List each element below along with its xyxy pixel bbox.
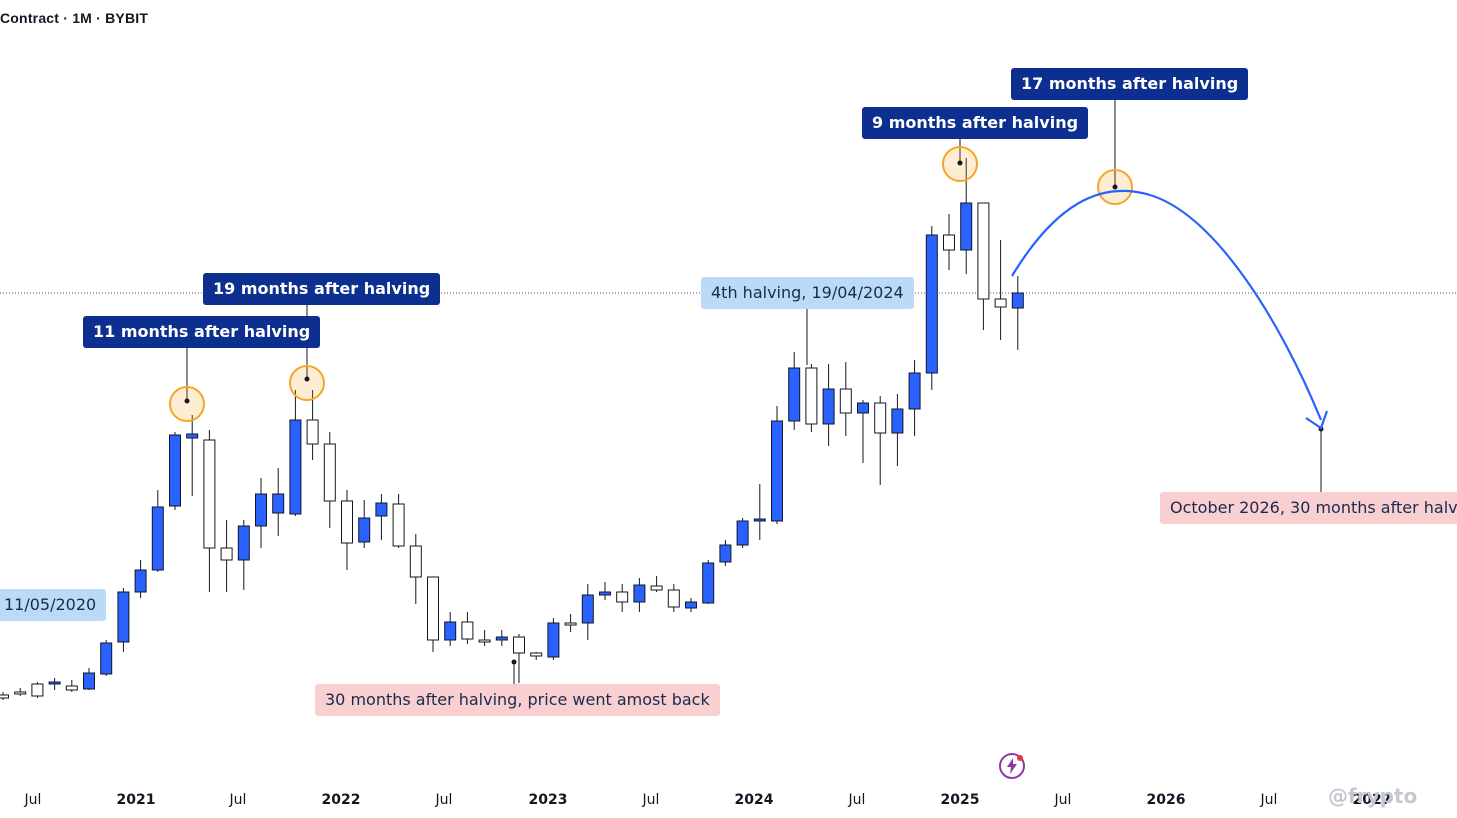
candle-up xyxy=(289,419,302,515)
x-tick-label: Jul xyxy=(435,792,453,808)
candle-up xyxy=(255,493,267,527)
candle-up xyxy=(100,642,113,675)
candle-up xyxy=(48,681,61,685)
lightning-icon xyxy=(999,753,1025,779)
candle-down xyxy=(323,443,336,502)
candle-down xyxy=(341,500,353,544)
candle-up xyxy=(237,525,250,561)
watermark-text: @frypto xyxy=(1328,784,1418,808)
x-tick-label: Jul xyxy=(1260,792,1278,808)
candle-up xyxy=(857,402,869,414)
x-tick-label: 2022 xyxy=(321,792,361,808)
annotation-11-months[interactable]: 11 months after halving xyxy=(83,316,321,348)
annotation-19-months[interactable]: 19 months after halving xyxy=(203,273,441,305)
candle-up xyxy=(908,372,921,410)
candle-up xyxy=(151,506,164,571)
candle-up xyxy=(375,502,388,517)
candle-up xyxy=(599,591,611,596)
x-tick-label: 2021 xyxy=(116,792,156,808)
candle-down xyxy=(513,636,525,654)
candle-up xyxy=(753,518,766,522)
candle-down xyxy=(564,622,577,626)
candle-up xyxy=(788,367,801,422)
candle-up xyxy=(736,520,749,546)
candle-down xyxy=(994,298,1007,308)
projection-arc xyxy=(1011,189,1323,421)
peak-circle-11-months xyxy=(169,386,205,422)
candle-up xyxy=(272,493,285,514)
annotation-9-months[interactable]: 9 months after halving xyxy=(862,107,1089,139)
x-tick-label: Jul xyxy=(848,792,866,808)
annotation-30-months-back[interactable]: 30 months after halving, price went amos… xyxy=(315,684,720,716)
candle-down xyxy=(667,589,680,608)
overlay-group xyxy=(169,100,1329,684)
marker-dot xyxy=(304,376,310,382)
candle-down xyxy=(977,202,990,300)
candle-down xyxy=(650,585,663,591)
x-tick-label: 2025 xyxy=(940,792,980,808)
candle-down xyxy=(461,621,474,640)
x-tick-label: 2024 xyxy=(734,792,774,808)
candle-down xyxy=(943,234,955,251)
x-tick-label: Jul xyxy=(229,792,247,808)
peak-circle-19-months xyxy=(289,365,325,401)
candle-down xyxy=(31,683,44,697)
third-halving-label[interactable]: 11/05/2020 xyxy=(0,589,107,621)
candle-down xyxy=(478,639,491,643)
candle-up xyxy=(719,544,732,563)
candle-up xyxy=(444,621,457,641)
candle-down xyxy=(409,545,422,578)
candles-group xyxy=(0,158,1024,700)
marker-dot xyxy=(184,398,190,404)
marker-dot xyxy=(1112,184,1118,190)
projection-arrowhead xyxy=(1305,410,1329,430)
chart-title: Contract · 1M · BYBIT xyxy=(0,10,149,26)
candle-up xyxy=(960,202,973,251)
candle-down xyxy=(203,439,216,549)
marker-dot xyxy=(957,160,963,166)
fourth-halving-label[interactable]: 4th halving, 19/04/2024 xyxy=(701,277,914,309)
candle-up xyxy=(547,622,560,658)
candle-up xyxy=(134,569,147,593)
x-tick-label: 2023 xyxy=(528,792,568,808)
candle-up xyxy=(1011,292,1024,309)
candle-down xyxy=(14,691,27,695)
candle-down xyxy=(805,367,818,425)
candle-up xyxy=(702,562,715,604)
candle-up xyxy=(925,234,938,374)
candle-up xyxy=(771,420,783,522)
x-tick-label: 2026 xyxy=(1146,792,1186,808)
candle-up xyxy=(581,594,594,624)
annotation-17-months[interactable]: 17 months after halving xyxy=(1011,68,1249,100)
candle-down xyxy=(306,419,319,445)
candle-up xyxy=(685,601,697,609)
candle-down xyxy=(874,402,887,434)
x-tick-label: Jul xyxy=(1054,792,1072,808)
candle-up xyxy=(83,672,95,690)
x-tick-label: Jul xyxy=(24,792,42,808)
candle-down xyxy=(616,591,629,603)
x-tick-label: 2027 xyxy=(1352,792,1392,808)
x-tick-label: Jul xyxy=(642,792,660,808)
candle-down xyxy=(0,694,9,699)
candle-down xyxy=(392,503,405,547)
candle-up xyxy=(891,408,904,434)
candle-up xyxy=(822,388,835,425)
candle-down xyxy=(839,388,852,414)
candle-up xyxy=(358,517,371,543)
candle-down xyxy=(220,547,233,561)
candle-up xyxy=(169,434,181,507)
candle-up xyxy=(117,591,130,643)
candle-up xyxy=(495,636,508,641)
annotation-october-2026[interactable]: October 2026, 30 months after halvi xyxy=(1160,492,1457,524)
candle-up xyxy=(633,584,646,603)
candle-down xyxy=(530,652,543,657)
candle-up xyxy=(186,433,199,439)
candle-down xyxy=(65,685,78,691)
marker-dot xyxy=(511,659,517,665)
candle-down xyxy=(427,576,439,641)
